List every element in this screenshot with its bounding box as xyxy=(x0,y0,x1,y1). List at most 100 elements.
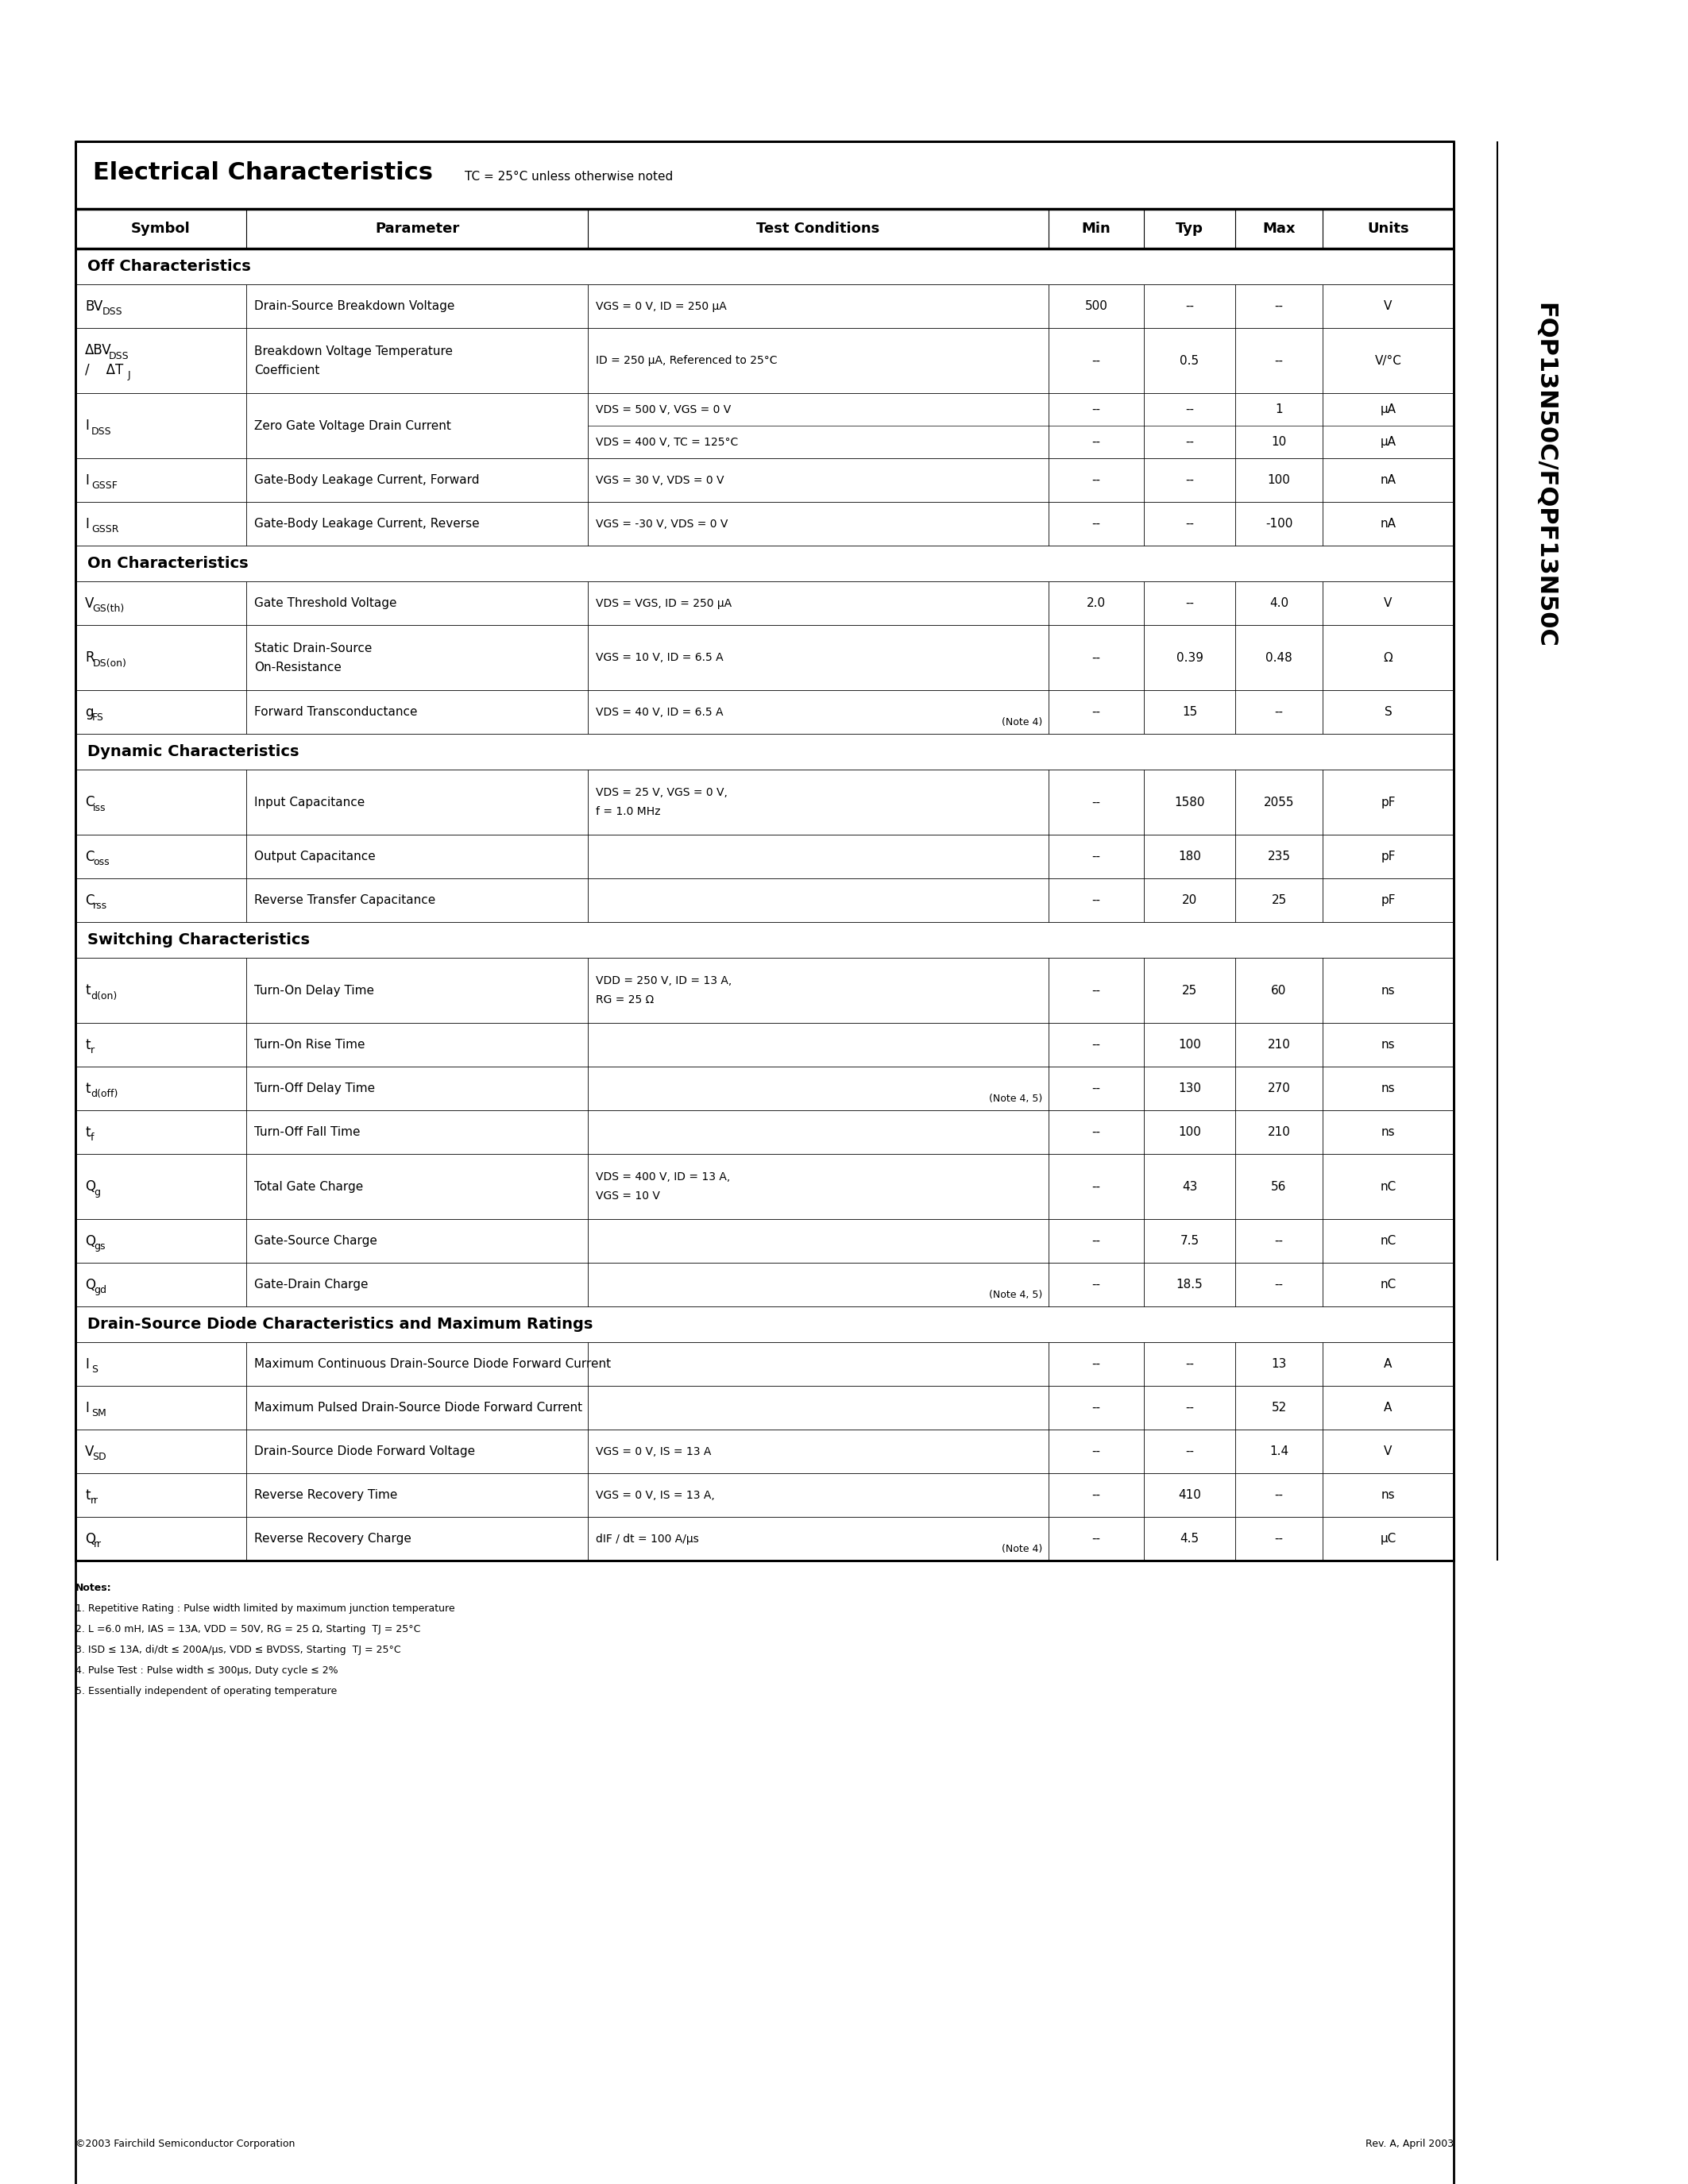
Text: (Note 4, 5): (Note 4, 5) xyxy=(989,1291,1041,1299)
Text: --: -- xyxy=(1092,354,1101,367)
Text: --: -- xyxy=(1185,1446,1193,1457)
Text: dIF / dt = 100 A/μs: dIF / dt = 100 A/μs xyxy=(596,1533,699,1544)
Text: 10: 10 xyxy=(1271,437,1286,448)
Text: 4. Pulse Test : Pulse width ≤ 300μs, Duty cycle ≤ 2%: 4. Pulse Test : Pulse width ≤ 300μs, Dut… xyxy=(76,1666,338,1675)
Text: (Note 4): (Note 4) xyxy=(1001,1544,1041,1555)
Text: I: I xyxy=(84,419,89,432)
Text: --: -- xyxy=(1185,1402,1193,1413)
Text: ns: ns xyxy=(1381,1040,1394,1051)
Text: 18.5: 18.5 xyxy=(1177,1278,1204,1291)
Text: J: J xyxy=(128,369,130,380)
Text: On-Resistance: On-Resistance xyxy=(255,662,341,673)
Text: I: I xyxy=(84,474,89,487)
Text: Symbol: Symbol xyxy=(132,221,191,236)
Text: ns: ns xyxy=(1381,1127,1394,1138)
Text: 25: 25 xyxy=(1182,985,1197,996)
Text: --: -- xyxy=(1092,1402,1101,1413)
Text: VGS = -30 V, VDS = 0 V: VGS = -30 V, VDS = 0 V xyxy=(596,518,728,529)
Text: Gate-Drain Charge: Gate-Drain Charge xyxy=(255,1278,368,1291)
Text: 60: 60 xyxy=(1271,985,1286,996)
Text: R: R xyxy=(84,651,95,664)
Text: nA: nA xyxy=(1381,474,1396,487)
Text: 270: 270 xyxy=(1268,1083,1290,1094)
Text: 25: 25 xyxy=(1271,893,1286,906)
Text: t: t xyxy=(84,1037,89,1053)
Text: Turn-On Rise Time: Turn-On Rise Time xyxy=(255,1040,365,1051)
Text: Reverse Recovery Charge: Reverse Recovery Charge xyxy=(255,1533,412,1544)
Text: DS(on): DS(on) xyxy=(93,657,127,668)
Text: --: -- xyxy=(1092,1127,1101,1138)
Text: 100: 100 xyxy=(1268,474,1290,487)
Text: Q: Q xyxy=(84,1179,95,1195)
Text: --: -- xyxy=(1274,705,1283,719)
Text: Gate-Body Leakage Current, Forward: Gate-Body Leakage Current, Forward xyxy=(255,474,479,487)
Text: t: t xyxy=(84,983,89,998)
Text: ID = 250 μA, Referenced to 25°C: ID = 250 μA, Referenced to 25°C xyxy=(596,356,776,367)
Text: S: S xyxy=(91,1365,98,1374)
Text: 1580: 1580 xyxy=(1175,797,1205,808)
Text: --: -- xyxy=(1092,1182,1101,1192)
Text: Breakdown Voltage Temperature: Breakdown Voltage Temperature xyxy=(255,345,452,356)
Text: C: C xyxy=(84,850,95,863)
Text: --: -- xyxy=(1274,354,1283,367)
Text: Notes:: Notes: xyxy=(76,1583,111,1592)
Text: VDS = 400 V, TC = 125°C: VDS = 400 V, TC = 125°C xyxy=(596,437,738,448)
Text: VDS = 25 V, VGS = 0 V,: VDS = 25 V, VGS = 0 V, xyxy=(596,786,728,797)
Text: ΔBV: ΔBV xyxy=(84,343,111,358)
Text: --: -- xyxy=(1185,518,1193,531)
Text: Dynamic Characteristics: Dynamic Characteristics xyxy=(88,745,299,760)
Text: Test Conditions: Test Conditions xyxy=(756,221,879,236)
Text: --: -- xyxy=(1274,1533,1283,1544)
Text: 0.48: 0.48 xyxy=(1266,651,1293,664)
Text: ns: ns xyxy=(1381,1083,1394,1094)
Text: --: -- xyxy=(1185,404,1193,415)
Text: 43: 43 xyxy=(1182,1182,1197,1192)
Text: VDS = 500 V, VGS = 0 V: VDS = 500 V, VGS = 0 V xyxy=(596,404,731,415)
Text: r: r xyxy=(91,1046,95,1055)
Text: 2055: 2055 xyxy=(1264,797,1295,808)
Text: rss: rss xyxy=(93,900,108,911)
Text: I: I xyxy=(84,518,89,531)
Text: 130: 130 xyxy=(1178,1083,1202,1094)
Text: Turn-Off Fall Time: Turn-Off Fall Time xyxy=(255,1127,360,1138)
Text: V: V xyxy=(1384,299,1393,312)
Text: pF: pF xyxy=(1381,850,1396,863)
Text: C: C xyxy=(84,795,95,810)
Text: (Note 4): (Note 4) xyxy=(1001,716,1041,727)
Text: 4.5: 4.5 xyxy=(1180,1533,1198,1544)
Text: ©2003 Fairchild Semiconductor Corporation: ©2003 Fairchild Semiconductor Corporatio… xyxy=(76,2138,295,2149)
Text: Max: Max xyxy=(1263,221,1295,236)
Text: Coefficient: Coefficient xyxy=(255,365,319,376)
Text: --: -- xyxy=(1274,1278,1283,1291)
Text: 52: 52 xyxy=(1271,1402,1286,1413)
Text: --: -- xyxy=(1092,404,1101,415)
Text: 180: 180 xyxy=(1178,850,1202,863)
Text: rr: rr xyxy=(91,1496,98,1505)
Text: 56: 56 xyxy=(1271,1182,1286,1192)
Text: 500: 500 xyxy=(1085,299,1107,312)
Text: FS: FS xyxy=(93,712,105,723)
Text: 4.0: 4.0 xyxy=(1269,596,1288,609)
Text: Off Characteristics: Off Characteristics xyxy=(88,260,252,273)
Text: Turn-On Delay Time: Turn-On Delay Time xyxy=(255,985,375,996)
Text: --: -- xyxy=(1092,1234,1101,1247)
Text: SM: SM xyxy=(91,1409,106,1417)
Text: --: -- xyxy=(1092,1278,1101,1291)
Text: I: I xyxy=(84,1400,89,1415)
Text: --: -- xyxy=(1092,1358,1101,1369)
Text: --: -- xyxy=(1092,474,1101,487)
Text: --: -- xyxy=(1092,705,1101,719)
Text: DSS: DSS xyxy=(103,306,123,317)
Text: ns: ns xyxy=(1381,985,1394,996)
Text: (Note 4, 5): (Note 4, 5) xyxy=(989,1094,1041,1103)
Text: --: -- xyxy=(1185,596,1193,609)
Text: VDS = 40 V, ID = 6.5 A: VDS = 40 V, ID = 6.5 A xyxy=(596,705,722,719)
Text: A: A xyxy=(1384,1358,1393,1369)
Text: 0.39: 0.39 xyxy=(1177,651,1204,664)
Text: Gate-Source Charge: Gate-Source Charge xyxy=(255,1234,376,1247)
Text: Units: Units xyxy=(1367,221,1409,236)
Text: GSSF: GSSF xyxy=(91,480,118,491)
Text: t: t xyxy=(84,1081,89,1096)
Text: Typ: Typ xyxy=(1175,221,1204,236)
Text: nC: nC xyxy=(1381,1234,1396,1247)
